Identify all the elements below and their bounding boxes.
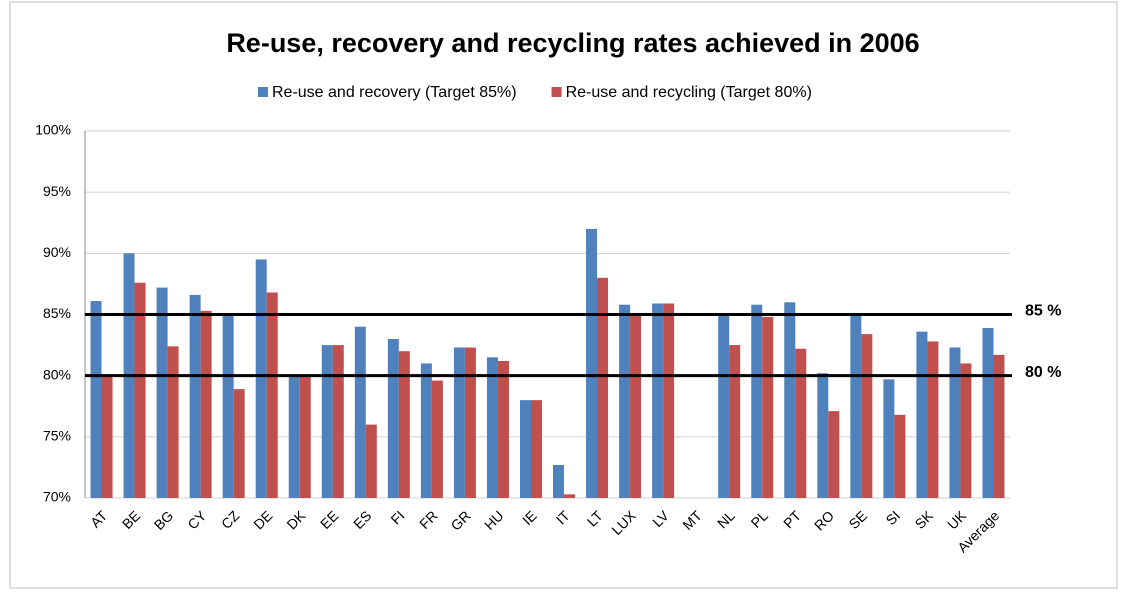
y-tick-label: 100%: [35, 122, 71, 138]
bar: [189, 294, 201, 498]
bar: [718, 314, 730, 498]
bar: [817, 373, 829, 498]
bar: [321, 345, 333, 498]
bar: [486, 357, 498, 498]
bar: [553, 464, 565, 498]
bar: [332, 345, 344, 498]
chart-border: [9, 1, 1118, 589]
bar: [619, 304, 631, 498]
bar: [200, 310, 212, 498]
y-tick-label: 95%: [43, 183, 71, 199]
bar: [894, 414, 906, 498]
bar: [464, 347, 476, 498]
y-tick-label: 90%: [43, 244, 71, 260]
legend-swatch: [551, 87, 562, 97]
bar: [861, 334, 873, 498]
bar: [663, 303, 675, 498]
bar: [564, 494, 576, 498]
bar: [431, 380, 443, 498]
bar: [519, 400, 531, 498]
legend-label: Re-use and recycling (Target 80%): [566, 84, 812, 101]
bar: [993, 354, 1005, 498]
bar: [387, 338, 399, 498]
bar: [630, 314, 642, 498]
bar: [751, 304, 763, 498]
bar: [398, 351, 410, 498]
bar: [762, 316, 774, 498]
bar: [453, 347, 465, 498]
bar: [167, 346, 179, 498]
bar: [949, 347, 961, 498]
bar: [365, 424, 377, 498]
bar: [266, 292, 278, 498]
bar: [828, 411, 840, 498]
bar: [729, 345, 741, 498]
chart-title: Re-use, recovery and recycling rates ach…: [226, 28, 919, 58]
y-tick-label: 70%: [43, 489, 71, 505]
bar: [156, 287, 168, 498]
reference-label: 85 %: [1025, 303, 1061, 320]
bar: [960, 363, 972, 498]
legend-swatch: [258, 87, 268, 97]
bar: [255, 259, 267, 498]
bar: [288, 375, 300, 498]
bar: [420, 363, 432, 498]
bar: [927, 341, 939, 498]
y-tick-label: 80%: [43, 366, 71, 382]
bar: [652, 303, 664, 498]
bar: [222, 314, 234, 498]
bar: [597, 277, 609, 498]
reference-label: 80 %: [1025, 364, 1061, 381]
bar: [354, 326, 366, 498]
bar: [982, 327, 994, 498]
y-tick-label: 85%: [43, 305, 71, 321]
y-tick-label: 75%: [43, 428, 71, 444]
bar: [134, 282, 146, 498]
bar: [101, 375, 113, 498]
bar: [299, 375, 311, 498]
bar: [497, 360, 509, 498]
bar: [883, 379, 895, 498]
bar: [586, 228, 598, 498]
bar: [530, 400, 542, 498]
legend-label: Re-use and recovery (Target 85%): [272, 84, 517, 101]
bar: [784, 302, 796, 498]
bar: [850, 314, 862, 498]
bar: [90, 301, 102, 498]
bar: [233, 389, 245, 498]
bar: [916, 331, 928, 498]
bar: [795, 348, 807, 498]
